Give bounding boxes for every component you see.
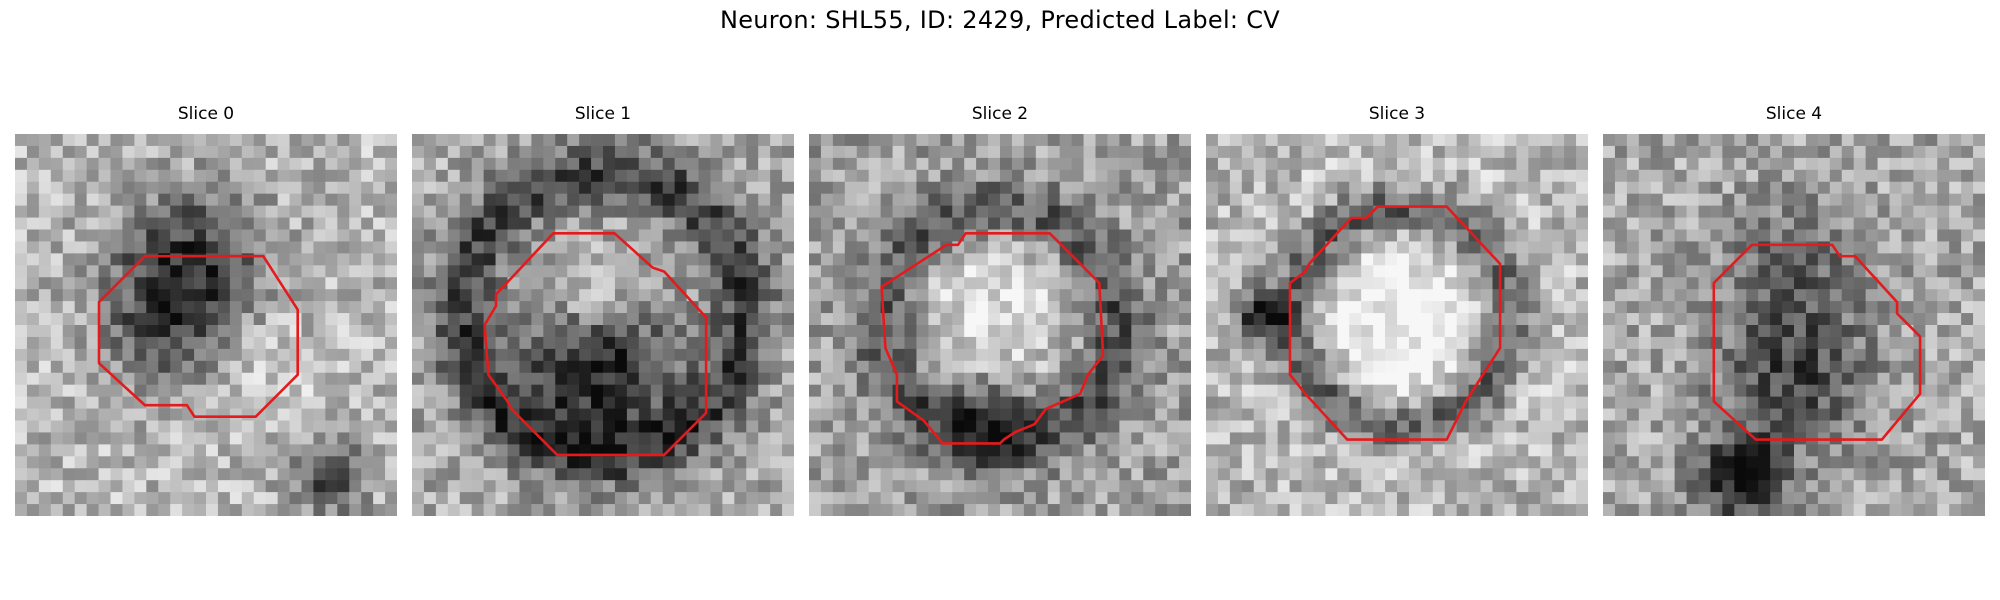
- slice-image-3: [1206, 134, 1588, 516]
- contour-outline: [483, 232, 708, 457]
- slice-image-1: [412, 134, 794, 516]
- contour-outline: [97, 254, 300, 419]
- contour-outline: [880, 232, 1105, 445]
- slice-image-0: [15, 134, 397, 516]
- figure-title: Neuron: SHL55, ID: 2429, Predicted Label…: [719, 6, 1281, 34]
- slice-image-2: [809, 134, 1191, 516]
- contour-outline: [1712, 243, 1922, 441]
- slice-title-2: Slice 2: [971, 104, 1029, 124]
- contour-outline: [1288, 205, 1502, 441]
- slice-title-4: Slice 4: [1765, 104, 1823, 124]
- slice-title-0: Slice 0: [177, 104, 235, 124]
- slice-title-1: Slice 1: [574, 104, 632, 124]
- slice-image-4: [1603, 134, 1985, 516]
- slice-title-3: Slice 3: [1368, 104, 1426, 124]
